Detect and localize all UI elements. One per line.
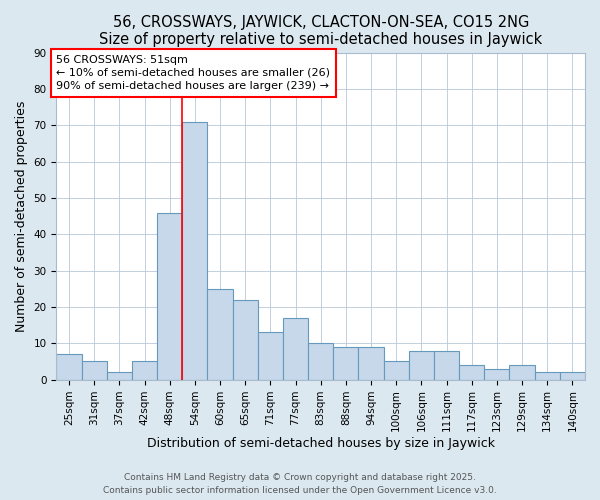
- Bar: [560, 372, 585, 380]
- Text: Contains HM Land Registry data © Crown copyright and database right 2025.
Contai: Contains HM Land Registry data © Crown c…: [103, 474, 497, 495]
- Y-axis label: Number of semi-detached properties: Number of semi-detached properties: [15, 100, 28, 332]
- Bar: [132, 362, 157, 380]
- Bar: [258, 332, 283, 380]
- Bar: [333, 347, 358, 380]
- Text: 56 CROSSWAYS: 51sqm
← 10% of semi-detached houses are smaller (26)
90% of semi-d: 56 CROSSWAYS: 51sqm ← 10% of semi-detach…: [56, 54, 331, 91]
- Title: 56, CROSSWAYS, JAYWICK, CLACTON-ON-SEA, CO15 2NG
Size of property relative to se: 56, CROSSWAYS, JAYWICK, CLACTON-ON-SEA, …: [99, 15, 542, 48]
- Bar: [535, 372, 560, 380]
- Bar: [308, 344, 333, 380]
- Bar: [157, 212, 182, 380]
- Bar: [434, 350, 459, 380]
- Bar: [484, 368, 509, 380]
- Bar: [509, 365, 535, 380]
- X-axis label: Distribution of semi-detached houses by size in Jaywick: Distribution of semi-detached houses by …: [147, 437, 495, 450]
- Bar: [107, 372, 132, 380]
- Bar: [409, 350, 434, 380]
- Bar: [182, 122, 208, 380]
- Bar: [56, 354, 82, 380]
- Bar: [459, 365, 484, 380]
- Bar: [233, 300, 258, 380]
- Bar: [208, 289, 233, 380]
- Bar: [358, 347, 383, 380]
- Bar: [283, 318, 308, 380]
- Bar: [383, 362, 409, 380]
- Bar: [82, 362, 107, 380]
